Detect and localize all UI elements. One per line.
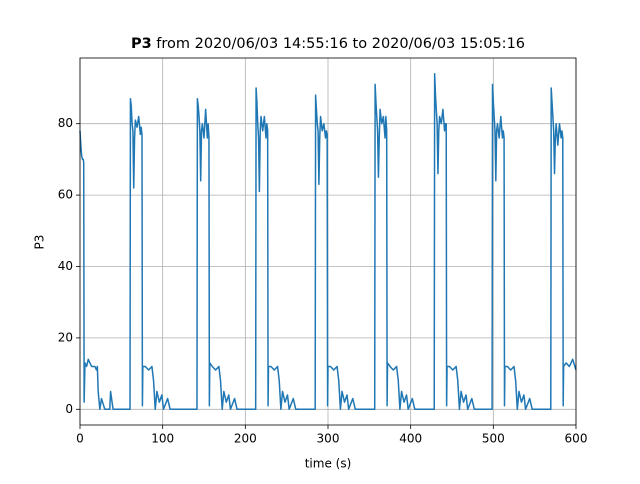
x-tick-label: 500 [482,432,505,446]
plot-frame [79,57,577,426]
x-tick-label: 400 [399,432,422,446]
x-tick-label: 600 [565,432,588,446]
chart-title: P3 from 2020/06/03 14:55:16 to 2020/06/0… [131,36,525,52]
y-tick-label: 20 [58,330,73,344]
y-tick-label: 40 [58,259,73,273]
x-tick-label: 300 [317,432,340,446]
x-tick-label: 100 [151,432,174,446]
title-series: P3 [131,36,152,52]
y-tick-label: 60 [58,188,73,202]
x-axis-label: time (s) [305,457,352,471]
title-text: from 2020/06/03 14:55:16 to 2020/06/03 1… [156,36,525,52]
x-tick-label: 0 [76,432,84,446]
x-tick-label: 200 [234,432,257,446]
y-axis-label: P3 [33,235,47,250]
y-tick-label: 80 [58,116,73,130]
data-line [79,72,577,411]
y-tick-label: 0 [65,402,73,416]
